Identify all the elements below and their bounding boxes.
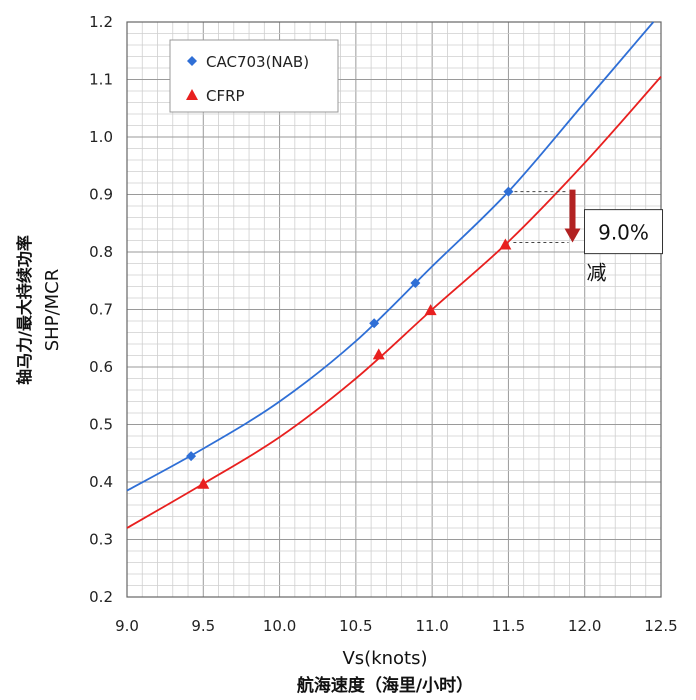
y-axis-label: SHP/MCR [42, 269, 63, 352]
y-tick-label: 0.5 [89, 416, 113, 434]
x-tick-label: 11.0 [415, 617, 448, 635]
legend-entry: CFRP [206, 87, 245, 105]
annotation-arrow-head [564, 228, 581, 243]
series-cfrp [126, 76, 662, 529]
data-point [197, 477, 210, 489]
y-axis-ticks: 0.2 0.3 0.4 0.5 0.6 0.7 0.8 0.9 1.0 1.1 1.2 [89, 13, 113, 606]
data-point [499, 238, 512, 250]
series-line [126, 21, 655, 492]
y-tick-label: 0.9 [89, 186, 113, 204]
y-tick-label: 0.2 [89, 588, 113, 606]
legend-box [169, 39, 339, 113]
annotation-arrow-shaft [569, 189, 576, 231]
legend: CAC703(NAB) CFRP [169, 39, 339, 113]
data-point [186, 451, 197, 462]
y-tick-label: 1.1 [89, 71, 113, 89]
plot-frame [126, 21, 662, 598]
series-line [126, 76, 662, 529]
y-tick-label: 1.0 [89, 128, 113, 146]
series-layer [126, 21, 662, 529]
y-tick-label: 0.3 [89, 531, 113, 549]
data-point [424, 304, 437, 316]
x-tick-label: 12.5 [644, 617, 677, 635]
x-tick-label: 10.5 [339, 617, 372, 635]
y-axis-sublabel: 轴马力/最大持续功率 [15, 235, 34, 385]
x-tick-label: 11.5 [492, 617, 525, 635]
x-axis-sublabel: 航海速度（海里/小时） [297, 675, 473, 696]
x-axis-ticks: 9.0 9.5 10.0 10.5 11.0 11.5 12.0 12.5 [115, 617, 678, 635]
x-tick-label: 12.0 [568, 617, 601, 635]
annotation-sublabel: 减 [587, 261, 607, 285]
legend-marker [186, 89, 198, 100]
annotation-label: 9.0% [598, 221, 649, 245]
series-cac703 [126, 21, 655, 492]
x-tick-label: 9.5 [191, 617, 215, 635]
y-tick-label: 1.2 [89, 13, 113, 31]
legend-marker [187, 56, 197, 66]
y-tick-label: 0.6 [89, 358, 113, 376]
annotation-box [584, 209, 664, 255]
x-tick-label: 9.0 [115, 617, 139, 635]
y-tick-label: 0.4 [89, 473, 113, 491]
data-point [410, 278, 421, 289]
grid [126, 21, 662, 598]
x-tick-label: 10.0 [263, 617, 296, 635]
annotation: 9.0% 减 [513, 189, 664, 285]
data-point [369, 318, 380, 329]
x-axis-label: Vs(knots) [342, 648, 427, 669]
legend-entry: CAC703(NAB) [206, 53, 309, 71]
y-tick-label: 0.8 [89, 243, 113, 261]
data-point [372, 348, 385, 360]
data-point [503, 186, 514, 197]
y-tick-label: 0.7 [89, 301, 113, 319]
